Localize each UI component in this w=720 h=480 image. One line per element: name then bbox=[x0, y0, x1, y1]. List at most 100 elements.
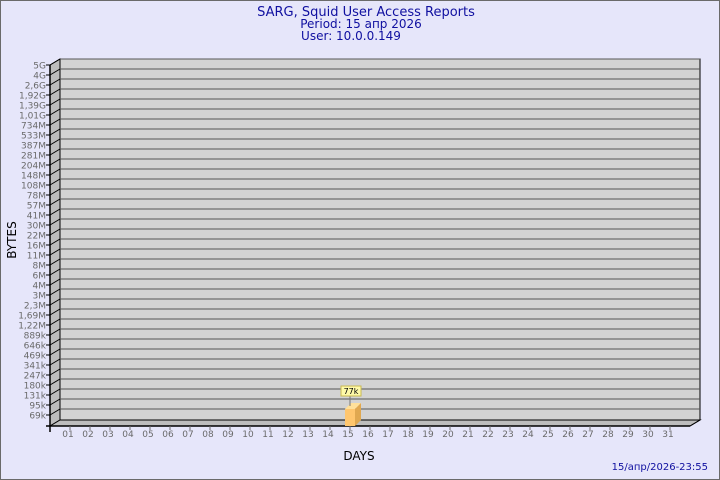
x-tick-label: 20 bbox=[442, 430, 454, 440]
x-tick-label: 18 bbox=[402, 430, 414, 440]
x-tick-label: 25 bbox=[542, 430, 553, 440]
x-tick-label: 16 bbox=[362, 430, 374, 440]
y-tick-label: 78M bbox=[27, 192, 46, 202]
y-tick-label: 5G bbox=[33, 62, 46, 72]
gridline-depth bbox=[49, 348, 61, 356]
gridline-depth bbox=[49, 108, 61, 116]
gridline-depth bbox=[49, 98, 61, 106]
bar-top bbox=[345, 403, 361, 409]
chart-period: Period: 15 апр 2026 bbox=[300, 17, 422, 31]
y-tick-label: 341k bbox=[24, 362, 47, 372]
gridline-depth bbox=[49, 178, 61, 186]
bar-side bbox=[355, 403, 361, 426]
x-tick-label: 09 bbox=[222, 430, 234, 440]
y-tick-label: 41M bbox=[27, 212, 46, 222]
gridline-depth bbox=[49, 68, 61, 76]
y-tick-label: 69k bbox=[29, 412, 46, 422]
x-tick-label: 29 bbox=[622, 430, 634, 440]
x-tick-label: 27 bbox=[582, 430, 593, 440]
y-tick-label: 889k bbox=[24, 332, 47, 342]
chart-title: SARG, Squid User Access Reports bbox=[257, 5, 475, 20]
gridline-depth bbox=[49, 338, 61, 346]
x-tick-label: 30 bbox=[642, 430, 654, 440]
y-tick-label: 22M bbox=[27, 232, 46, 242]
gridline-depth bbox=[49, 308, 61, 316]
x-tick-label: 31 bbox=[662, 430, 673, 440]
x-tick-label: 02 bbox=[82, 430, 93, 440]
gridline-depth bbox=[49, 288, 61, 296]
y-tick-label: 2,3M bbox=[24, 302, 46, 312]
chart-user: User: 10.0.0.149 bbox=[301, 29, 401, 43]
gridline-depth bbox=[49, 188, 61, 196]
y-tick-label: 1,22M bbox=[18, 322, 46, 332]
gridline-depth bbox=[49, 168, 61, 176]
x-tick-label: 14 bbox=[322, 430, 334, 440]
footer-timestamp: 15/апр/2026-23:55 bbox=[612, 462, 708, 473]
y-tick-label: 16M bbox=[27, 242, 46, 252]
data-label: 77k bbox=[344, 387, 359, 396]
bar bbox=[345, 409, 355, 426]
y-tick-label: 1,01G bbox=[19, 112, 46, 122]
x-tick-label: 11 bbox=[262, 430, 273, 440]
y-tick-label: 646k bbox=[24, 342, 47, 352]
gridline-depth bbox=[49, 408, 61, 416]
y-tick-label: 6M bbox=[33, 272, 47, 282]
y-tick-label: 2,6G bbox=[25, 82, 46, 92]
x-tick-label: 22 bbox=[482, 430, 493, 440]
gridline-depth bbox=[49, 128, 61, 136]
gridline-depth bbox=[49, 88, 61, 96]
x-tick-label: 13 bbox=[302, 430, 313, 440]
x-tick-label: 03 bbox=[102, 430, 113, 440]
x-tick-label: 21 bbox=[462, 430, 473, 440]
data-label-box bbox=[340, 385, 362, 397]
y-tick-label: 57M bbox=[27, 202, 46, 212]
x-tick-label: 07 bbox=[182, 430, 193, 440]
gridline-depth bbox=[49, 148, 61, 156]
x-tick-label: 26 bbox=[562, 430, 574, 440]
gridline-depth bbox=[49, 298, 61, 306]
gridline-depth bbox=[49, 278, 61, 286]
gridline-depth bbox=[49, 198, 61, 206]
x-tick-label: 17 bbox=[382, 430, 393, 440]
x-tick-label: 10 bbox=[242, 430, 254, 440]
y-tick-label: 1,69M bbox=[18, 312, 46, 322]
x-axis-label: DAYS bbox=[343, 449, 374, 463]
gridline-depth bbox=[49, 318, 61, 326]
x-tick-label: 08 bbox=[202, 430, 214, 440]
x-tick-label: 04 bbox=[122, 430, 134, 440]
x-axis-depth bbox=[689, 419, 701, 427]
y-tick-label: 131k bbox=[24, 392, 47, 402]
gridline-depth bbox=[49, 218, 61, 226]
y-tick-label: 387M bbox=[21, 142, 46, 152]
gridline-depth bbox=[49, 378, 61, 386]
gridline-depth bbox=[49, 248, 61, 256]
plot-floor bbox=[48, 419, 702, 427]
x-tick-label: 28 bbox=[602, 430, 614, 440]
y-tick-label: 108M bbox=[21, 182, 46, 192]
x-tick-label: 05 bbox=[142, 430, 153, 440]
gridline-depth bbox=[49, 58, 61, 66]
gridline-depth bbox=[49, 208, 61, 216]
x-tick-label: 01 bbox=[62, 430, 73, 440]
gridline-depth bbox=[49, 358, 61, 366]
gridline-depth bbox=[49, 398, 61, 406]
y-tick-label: 148M bbox=[21, 172, 46, 182]
y-tick-label: 533M bbox=[21, 132, 46, 142]
x-tick-label: 15 bbox=[342, 430, 353, 440]
y-tick-label: 180k bbox=[24, 382, 47, 392]
y-tick-label: 281M bbox=[21, 152, 46, 162]
gridline-depth bbox=[49, 228, 61, 236]
gridline-depth bbox=[49, 238, 61, 246]
x-tick-label: 12 bbox=[282, 430, 293, 440]
y-axis-label: BYTES bbox=[5, 221, 19, 258]
y-tick-label: 204M bbox=[21, 162, 46, 172]
y-tick-label: 734M bbox=[21, 122, 46, 132]
y-tick-label: 8M bbox=[33, 262, 47, 272]
x-tick-label: 06 bbox=[162, 430, 174, 440]
x-tick-label: 19 bbox=[422, 430, 434, 440]
y-tick-label: 3M bbox=[33, 292, 47, 302]
gridline-depth bbox=[49, 118, 61, 126]
y-tick-label: 95k bbox=[29, 402, 46, 412]
gridline-depth bbox=[49, 368, 61, 376]
